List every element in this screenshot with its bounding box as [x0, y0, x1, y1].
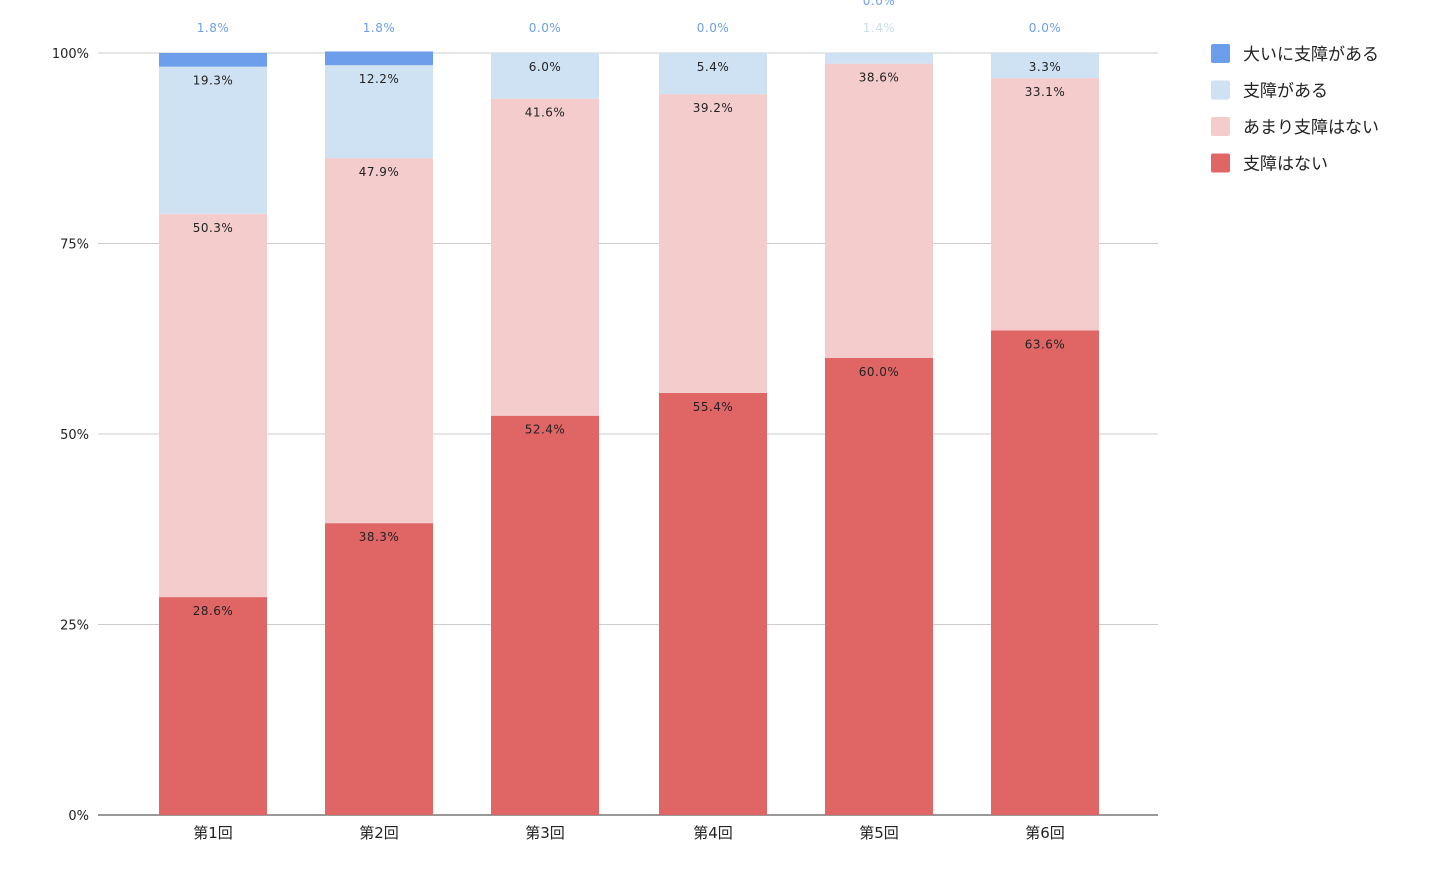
bar-segment — [159, 213, 267, 598]
data-label: 60.0% — [859, 365, 900, 379]
legend-label: あまり支障はない — [1243, 118, 1379, 138]
bar-segment — [491, 415, 599, 815]
x-tick-label: 第1回 — [193, 824, 233, 842]
y-tick-label: 0% — [68, 809, 89, 824]
bar-segment — [491, 98, 599, 416]
bar-segment — [159, 597, 267, 815]
data-label: 5.4% — [697, 60, 730, 74]
legend-label: 支障がある — [1243, 82, 1328, 102]
bar-segment — [325, 51, 433, 66]
data-label: 3.3% — [1029, 60, 1062, 74]
data-label: 1.8% — [197, 21, 230, 35]
data-label: 41.6% — [525, 106, 566, 120]
data-label: 55.4% — [693, 400, 734, 414]
data-label: 50.3% — [193, 221, 234, 235]
bar-segment — [659, 53, 767, 95]
bar-segment — [325, 523, 433, 815]
data-label: 1.4% — [863, 21, 896, 35]
bar-segment — [825, 63, 933, 358]
data-label: 38.6% — [859, 71, 900, 85]
bar-segment — [825, 53, 933, 64]
y-tick-label: 75% — [60, 238, 89, 253]
x-tick-label: 第5回 — [859, 824, 899, 842]
x-tick-label: 第3回 — [525, 824, 565, 842]
bar-segment — [991, 78, 1099, 331]
legend-label: 大いに支障がある — [1243, 45, 1379, 65]
bar-segment — [991, 330, 1099, 815]
legend-swatch — [1211, 153, 1230, 173]
data-label: 52.4% — [525, 423, 566, 437]
legend-swatch — [1211, 80, 1230, 100]
bar-segment — [825, 357, 933, 815]
x-tick-label: 第2回 — [359, 824, 399, 842]
bar-segment — [325, 158, 433, 524]
data-label: 0.0% — [697, 21, 730, 35]
data-label: 28.6% — [193, 604, 234, 618]
data-label: 19.3% — [193, 74, 234, 88]
bar-segment — [159, 66, 267, 214]
y-tick-label: 100% — [52, 47, 89, 62]
bar-segment — [659, 94, 767, 393]
data-label: 0.0% — [529, 21, 562, 35]
bar-segment — [491, 53, 599, 99]
y-tick-label: 50% — [60, 428, 89, 443]
x-tick-label: 第6回 — [1025, 824, 1065, 842]
data-label: 39.2% — [693, 101, 734, 115]
data-label: 47.9% — [359, 165, 400, 179]
bar-segment — [991, 53, 1099, 79]
legend-label: 支障はない — [1243, 155, 1328, 175]
bar-segment — [325, 65, 433, 159]
legend-swatch — [1211, 117, 1230, 136]
data-label: 33.1% — [1025, 85, 1066, 99]
data-label: 12.2% — [359, 72, 400, 86]
x-tick-label: 第4回 — [693, 824, 733, 842]
bar-segment — [659, 392, 767, 815]
data-label: 0.0% — [1029, 21, 1062, 35]
data-label: 0.0% — [863, 0, 896, 8]
data-label: 6.0% — [529, 60, 562, 74]
data-label: 1.8% — [363, 21, 396, 35]
data-label: 38.3% — [359, 530, 400, 544]
bar-segment — [159, 53, 267, 67]
legend-swatch — [1211, 44, 1230, 63]
data-label: 63.6% — [1025, 337, 1066, 351]
y-tick-label: 25% — [60, 619, 89, 634]
